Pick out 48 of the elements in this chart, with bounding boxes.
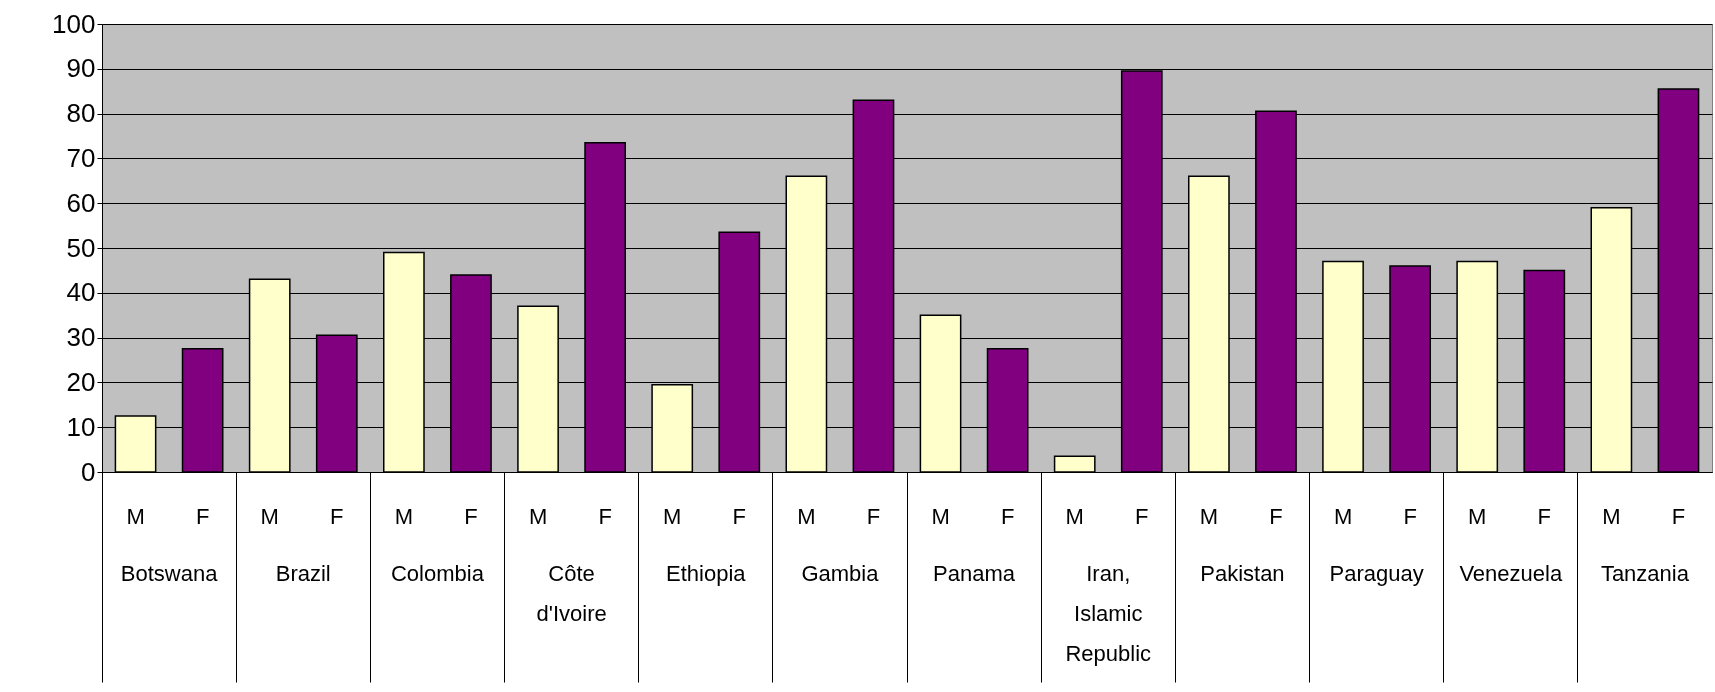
y-tick-label: 60 (66, 187, 96, 218)
series-label: M (126, 504, 145, 529)
y-tick-label: 50 (66, 232, 96, 263)
text: F (866, 504, 881, 529)
x-tick-label: Côte d'Ivoire (536, 561, 607, 626)
y-tick-label: 20 (66, 366, 96, 397)
y-tick-label: 70 (66, 142, 96, 173)
text: F (330, 504, 344, 529)
x-tick-label: Venezuela (1459, 561, 1563, 586)
x-tick-label: Colombia (390, 561, 485, 586)
text: F (1671, 504, 1686, 529)
bar (1053, 455, 1096, 473)
y-tick-label: 100 (52, 8, 96, 39)
text: M (797, 504, 816, 529)
text: M (1065, 504, 1084, 529)
y-tick-label: 30 (66, 322, 96, 353)
y-tick-label: 90 (66, 53, 96, 84)
x-tick-label: Panama (933, 561, 1016, 586)
text: F (732, 504, 747, 529)
text: M (931, 504, 950, 529)
x-tick-label: Pakistan (1200, 561, 1285, 586)
y-tick-label: 0 (81, 456, 96, 487)
text: F (464, 504, 478, 529)
text: F (1537, 504, 1552, 529)
text: M (394, 504, 414, 529)
x-tick-label: Ethiopia (665, 561, 747, 586)
y-tick-label: 40 (66, 277, 96, 308)
text: M (260, 504, 279, 529)
text: F (598, 504, 612, 529)
x-tick-label: Iran, Islamic Republic (1065, 561, 1152, 666)
text: M (1468, 504, 1487, 529)
y-tick-label: 10 (66, 411, 96, 442)
text: M (1199, 504, 1219, 529)
x-tick-label: Paraguay (1329, 561, 1424, 586)
text: F (1000, 504, 1015, 529)
text: M (663, 504, 682, 529)
text: F (1135, 504, 1149, 529)
x-tick-label: Brazil (275, 561, 331, 586)
x-tick-label: Gambia (801, 561, 880, 586)
text: M (528, 504, 548, 529)
text: M (1333, 504, 1353, 529)
text: F (1269, 504, 1283, 529)
x-tick-label: Botswana (120, 561, 219, 586)
series-label: F (195, 504, 210, 529)
x-tick-label: Tanzania (1600, 561, 1690, 586)
y-tick-label: 80 (66, 98, 96, 129)
text: F (1403, 504, 1417, 529)
text: M (1602, 504, 1621, 529)
